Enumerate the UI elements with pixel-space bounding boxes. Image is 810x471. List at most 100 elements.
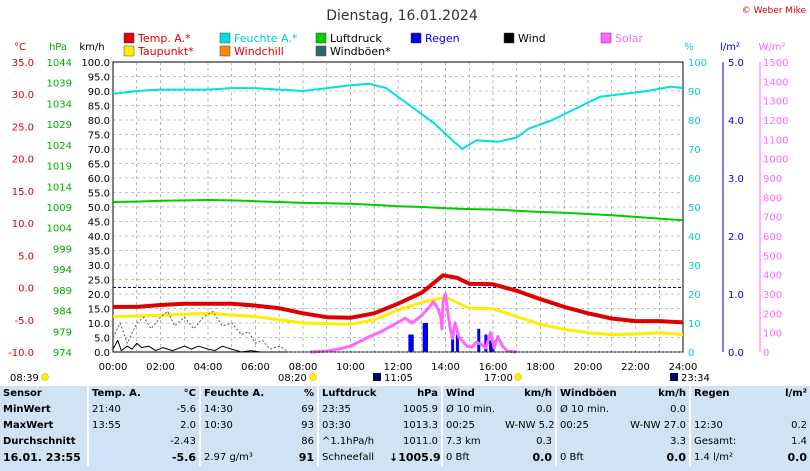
wind-axis-tick: 65.0	[88, 160, 110, 171]
stats-cell: 2.97 g/m³	[199, 450, 270, 466]
legend-label: Wind	[518, 32, 546, 45]
solar-axis-tick: 800	[763, 193, 782, 204]
wind-axis-tick: 60.0	[88, 174, 110, 185]
stats-cell: 91	[298, 451, 314, 464]
temp-axis-tick: 5.0	[18, 251, 34, 262]
stats-cell: 0 Bft	[441, 450, 502, 466]
stats-cell: Durchschnitt	[3, 436, 76, 447]
sunset-label: 17:00	[484, 373, 513, 384]
legend-swatch	[600, 32, 612, 44]
solar-axis-tick: 500	[763, 251, 782, 262]
humidity-axis-unit: %	[684, 42, 694, 53]
stats-cell: l/m²	[785, 388, 807, 399]
wind-axis-tick: 55.0	[88, 189, 110, 200]
pressure-axis-tick: 1019	[47, 162, 72, 173]
time-axis-tick: 12:00	[384, 362, 413, 373]
stats-cell: W-NW 27.0	[630, 420, 686, 431]
pressure-axis-tick: 1039	[47, 79, 72, 90]
stats-row: MaxWert 13:55 2.0 10:30 93 03:30 1013.3 00:25 W-…	[0, 418, 810, 434]
temp-axis-tick: 25.0	[12, 122, 34, 133]
pressure-axis-tick: 1024	[47, 141, 72, 152]
pressure-axis-tick: 1044	[47, 58, 72, 69]
stats-cell: hPa	[417, 388, 438, 399]
series-taupunkt	[112, 295, 684, 337]
stats-row: 16.01. 23:55 -5.6 2.97 g/m³ 91 Schneefall ↓10…	[0, 450, 810, 466]
rain-bar	[451, 334, 455, 352]
time-axis-tick: 04:00	[194, 362, 223, 373]
temp-axis-tick: 10.0	[12, 219, 34, 230]
wind-axis-tick: 25.0	[88, 276, 110, 287]
solar-axis-tick: 0	[763, 348, 769, 359]
solar-axis-tick: 900	[763, 174, 782, 185]
pressure-axis-tick: 984	[53, 307, 72, 318]
chart-legend: Temp. A.* Feuchte A.* Luftdruck Regen Wind So…	[123, 32, 644, 58]
moonset-label: 23:34	[681, 373, 710, 384]
time-axis-tick: 08:00	[289, 362, 318, 373]
stats-row: Durchschnitt -2.43 86 ^1.1hPa/h 1011.0 7.3 km…	[0, 434, 810, 450]
sunrise-icon	[309, 373, 317, 381]
stats-cell: Feuchte A.	[199, 386, 270, 402]
stats-cell: 0.2	[791, 420, 807, 431]
stats-cell	[689, 402, 756, 418]
time-axis-tick: 00:00	[99, 362, 128, 373]
stats-header-row: Sensor Temp. A. °C Feuchte A.% Luftdruck hPa W…	[0, 386, 810, 402]
legend-label: Windchill	[234, 45, 284, 58]
wind-axis-tick: 80.0	[88, 116, 110, 127]
legend-swatch	[219, 32, 231, 44]
wind-axis-tick: 5.0	[94, 334, 110, 345]
temp-axis-tick: 20.0	[12, 155, 34, 166]
legend-label: Taupunkt*	[137, 45, 194, 58]
stats-cell: 00:25	[441, 418, 502, 434]
stats-cell: ↓1005.9	[389, 451, 441, 464]
legend-swatch	[123, 32, 135, 44]
stats-cell: 1011.0	[403, 436, 438, 447]
wind-axis-tick: 95.0	[88, 73, 110, 84]
stats-cell: 69	[301, 404, 314, 415]
statistics-table: Sensor Temp. A. °C Feuchte A.% Luftdruck hPa W…	[0, 386, 810, 466]
temp-axis-tick: -5.0	[14, 316, 34, 327]
legend-label: Solar	[615, 32, 644, 45]
stats-cell: 1005.9	[403, 404, 438, 415]
solar-axis-tick: 1200	[763, 116, 788, 127]
rain-bar	[408, 334, 412, 352]
solar-axis-tick: 1500	[763, 58, 788, 69]
stats-cell: %	[303, 388, 314, 399]
temp-axis-tick: 35.0	[12, 58, 34, 69]
stats-cell: Wind	[441, 386, 502, 402]
solar-axis-tick: 100	[763, 329, 782, 340]
time-axis-tick: 22:00	[621, 362, 650, 373]
series-lines	[112, 82, 684, 354]
temp-axis-tick: 0.0	[18, 284, 34, 295]
wind-axis-tick: 30.0	[88, 261, 110, 272]
wind-axis-tick: 90.0	[88, 87, 110, 98]
pressure-axis-tick: 1009	[47, 203, 72, 214]
humidity-axis-tick: 30	[688, 261, 701, 272]
legend-swatch	[503, 32, 515, 44]
stats-cell: 93	[301, 420, 314, 431]
wind-axis-tick: 0.0	[94, 348, 110, 359]
solar-axis-unit: W/m²	[758, 42, 785, 53]
wind-axis-tick: 45.0	[88, 218, 110, 229]
sun-icon	[41, 373, 49, 381]
pressure-axis-tick: 1034	[47, 99, 72, 110]
solar-axis-tick: 200	[763, 309, 782, 320]
stats-cell: 03:30	[317, 418, 386, 434]
rain-axis-tick: 1.0	[728, 290, 744, 301]
stats-cell: 1.4	[791, 436, 807, 447]
moonrise-label: 11:05	[384, 373, 413, 384]
chart-title: Dienstag, 16.01.2024	[326, 8, 478, 24]
stats-cell: 1013.3	[403, 420, 438, 431]
temp-axis-tick: 30.0	[12, 90, 34, 101]
rain-bar	[455, 334, 459, 352]
series-wind	[112, 339, 683, 353]
humidity-axis-tick: 40	[688, 232, 701, 243]
stats-cell: MinWert	[3, 404, 51, 415]
rain-bar	[422, 323, 426, 352]
axis-units: °C hPa km/h % l/m² W/m²	[14, 42, 786, 53]
legend-swatch	[315, 32, 327, 44]
wind-axis-tick: 70.0	[88, 145, 110, 156]
legend-swatch	[123, 45, 135, 57]
series-windb-en	[112, 310, 683, 353]
humidity-axis-tick: 70	[688, 145, 701, 156]
stats-cell: Ø 10 min.	[555, 402, 618, 418]
